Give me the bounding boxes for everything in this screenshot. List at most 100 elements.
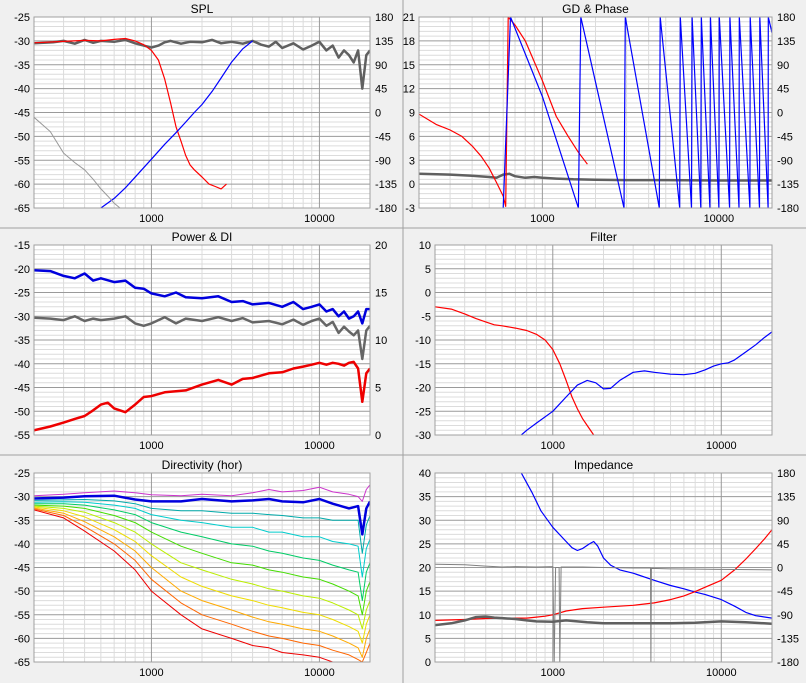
chart-title: SPL: [191, 2, 214, 16]
y-tick-label: 12: [403, 84, 415, 96]
series-line-5: [34, 503, 370, 602]
y-tick-label: -65: [14, 657, 30, 669]
series-line-2: [520, 331, 772, 435]
plot-border: [418, 16, 773, 209]
x-tick-label: 1000: [139, 667, 163, 679]
y2-tick-label: 0: [777, 563, 783, 575]
chart-panel-1: SPL -25 -30 -35 -40 -45 -50 -55 -60 -65 180 135 90 45…: [14, 2, 397, 225]
chart-title: Impedance: [574, 458, 634, 472]
series-line-8: [34, 506, 370, 644]
y-tick-label: 40: [419, 468, 431, 480]
x-tick-label: 1000: [139, 440, 163, 452]
y2-tick-label: -180: [777, 203, 799, 215]
y2-tick-label: 135: [777, 492, 795, 504]
x-tick-label: 10000: [706, 667, 737, 679]
series-line-3: [34, 499, 370, 554]
chart-panel-2: GD & Phase 21 18 15 12 9 6 3 0 -3 180 135 90 45 0 -45 -9…: [403, 2, 799, 225]
chart-panel-3: Power & DI -15 -20 -25 -30 -35 -40 -45 -50 -55 20 1…: [14, 230, 387, 452]
y-tick-label: -55: [14, 430, 30, 442]
y-tick-label: -40: [14, 84, 30, 96]
y-tick-label: 5: [425, 633, 431, 645]
series-line-1: [34, 484, 370, 502]
y-tick-label: 35: [419, 492, 431, 504]
y2-tick-label: 135: [777, 36, 795, 48]
y-tick-label: 25: [419, 539, 431, 551]
plot-border: [33, 472, 371, 663]
plot-border: [434, 244, 773, 436]
chart-title: Filter: [590, 230, 617, 244]
y-tick-label: -5: [421, 311, 431, 323]
x-tick-label: 10000: [304, 440, 335, 452]
chart-title: Directivity (hor): [162, 458, 243, 472]
y2-tick-label: 20: [375, 240, 387, 252]
y-tick-label: 3: [409, 155, 415, 167]
y-tick-label: -3: [405, 203, 415, 215]
plot-border: [33, 16, 371, 209]
series-line-2: [34, 37, 227, 190]
y-tick-label: 15: [419, 586, 431, 598]
y-tick-label: -15: [14, 240, 30, 252]
y-tick-label: -25: [14, 288, 30, 300]
series-group: [419, 17, 772, 208]
y-tick-label: -30: [14, 492, 30, 504]
y2-tick-label: -90: [777, 610, 793, 622]
y-tick-label: -30: [14, 36, 30, 48]
x-tick-label: 1000: [541, 667, 565, 679]
series-group: [34, 37, 370, 208]
y2-tick-label: 180: [375, 12, 393, 24]
y-tick-label: 18: [403, 36, 415, 48]
y-tick-label: 20: [419, 563, 431, 575]
y-tick-label: 15: [403, 60, 415, 72]
y-tick-label: -15: [415, 359, 431, 371]
y-tick-label: 30: [419, 515, 431, 527]
series-line-4: [34, 116, 121, 208]
y2-tick-label: 135: [375, 36, 393, 48]
series-line-11: [34, 509, 333, 662]
plot-border: [33, 244, 371, 436]
y2-tick-label: -90: [375, 155, 391, 167]
y2-tick-label: 90: [777, 515, 789, 527]
series-line-1: [520, 473, 772, 619]
y-tick-label: -40: [14, 539, 30, 551]
y2-tick-label: 45: [777, 84, 789, 96]
plot-border: [434, 472, 773, 663]
y2-tick-label: -90: [777, 155, 793, 167]
y2-tick-label: 10: [375, 335, 387, 347]
y-tick-label: -50: [14, 406, 30, 418]
y-tick-label: 0: [425, 288, 431, 300]
x-tick-label: 10000: [304, 213, 335, 225]
y-tick-label: -45: [14, 108, 30, 120]
y-tick-label: -35: [14, 335, 30, 347]
series-group: [34, 484, 370, 662]
y-tick-label: 0: [425, 657, 431, 669]
series-line-2: [34, 494, 370, 536]
series-line-9: [34, 507, 370, 658]
y-tick-label: -45: [14, 383, 30, 395]
series-group: [435, 473, 772, 662]
series-line-3: [435, 563, 772, 662]
y-tick-label: -30: [14, 311, 30, 323]
y2-tick-label: 180: [777, 12, 795, 24]
series-line-10: [34, 508, 370, 662]
x-tick-label: 1000: [541, 440, 565, 452]
series-line-4: [34, 501, 370, 578]
y-tick-label: -40: [14, 359, 30, 371]
series-line-3: [34, 360, 370, 432]
y-tick-label: -30: [415, 430, 431, 442]
y-tick-label: -35: [14, 60, 30, 72]
x-tick-label: 1000: [139, 213, 163, 225]
series-line-4: [435, 615, 772, 627]
y-tick-label: -50: [14, 586, 30, 598]
y2-tick-label: -135: [777, 633, 799, 645]
y2-tick-label: 0: [777, 108, 783, 120]
chart-title: Power & DI: [172, 230, 233, 244]
y-tick-label: -25: [14, 12, 30, 24]
chart-panel-5: Directivity (hor) -25 -30 -35 -40 -45 -50 -55 -6…: [14, 458, 371, 679]
y2-tick-label: -45: [375, 131, 391, 143]
series-line-6: [34, 504, 370, 616]
y2-tick-label: 90: [777, 60, 789, 72]
series-line-3: [502, 17, 772, 208]
y-tick-label: 6: [409, 131, 415, 143]
y2-tick-label: 45: [777, 539, 789, 551]
series-line-1: [419, 172, 772, 182]
